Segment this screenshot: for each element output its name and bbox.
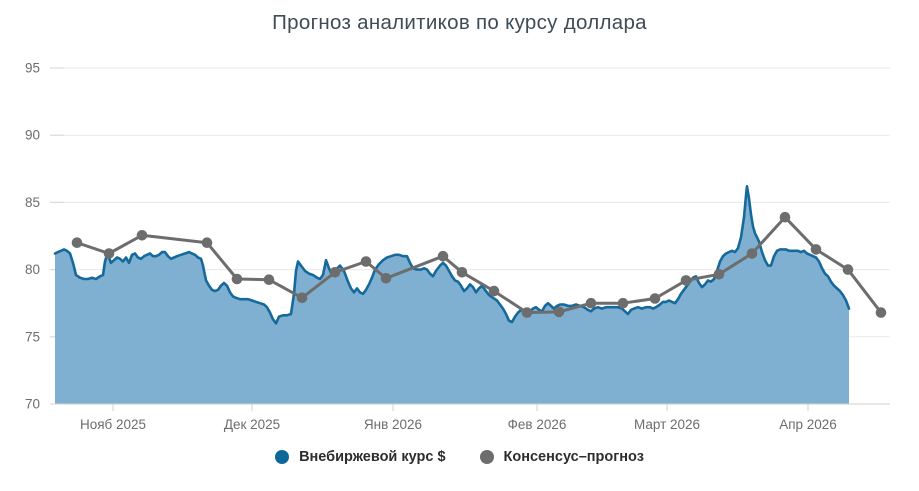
legend-marker-otc-icon (275, 450, 290, 464)
consensus-marker (136, 230, 148, 241)
consensus-marker (360, 256, 372, 267)
consensus-marker (521, 307, 533, 318)
consensus-marker (263, 274, 275, 286)
consensus-marker (779, 211, 791, 223)
consensus-marker (380, 273, 392, 284)
x-axis-label: Янв 2026 (364, 417, 422, 432)
consensus-marker (456, 267, 468, 278)
consensus-marker (713, 269, 725, 280)
consensus-marker (875, 307, 887, 318)
consensus-marker (585, 297, 597, 309)
otc-rate-line (53, 185, 851, 325)
consensus-marker (201, 237, 213, 248)
otc-rate-area (55, 186, 849, 404)
x-axis-label: Март 2026 (634, 417, 700, 432)
legend-marker-consensus-icon (479, 450, 494, 464)
consensus-marker (103, 248, 115, 259)
legend-item-consensus[interactable]: Консенсус–прогноз (479, 449, 644, 465)
x-axis-label: Нояб 2025 (80, 417, 146, 432)
x-axis-label: Фев 2026 (508, 417, 567, 432)
consensus-marker (746, 248, 758, 259)
y-axis-label: 85 (25, 195, 40, 210)
x-axis-label: Дек 2025 (224, 417, 280, 432)
consensus-marker (680, 275, 692, 286)
consensus-marker (810, 244, 822, 255)
x-axis-label: Апр 2026 (779, 417, 837, 432)
y-axis-label: 95 (25, 61, 40, 76)
y-axis-label: 90 (25, 128, 40, 143)
consensus-marker (231, 273, 243, 285)
y-axis-label: 70 (25, 397, 40, 412)
y-axis-label: 80 (25, 262, 40, 277)
legend: Внебиржевой курс $ Консенсус–прогноз (0, 449, 919, 465)
consensus-marker (553, 306, 565, 318)
consensus-marker (437, 250, 449, 262)
consensus-marker (296, 292, 308, 304)
chart-title: Прогноз аналитиков по курсу доллара (272, 11, 647, 34)
legend-label-otc: Внебиржевой курс $ (299, 449, 446, 465)
consensus-marker (329, 267, 341, 278)
y-axis-label: 75 (25, 329, 40, 344)
consensus-marker (649, 293, 661, 304)
legend-item-otc-rate[interactable]: Внебиржевой курс $ (275, 449, 446, 465)
consensus-marker (842, 264, 854, 275)
consensus-marker (71, 237, 83, 248)
consensus-marker (617, 297, 629, 309)
consensus-marker (488, 285, 500, 297)
legend-label-consensus: Консенсус–прогноз (503, 449, 644, 465)
